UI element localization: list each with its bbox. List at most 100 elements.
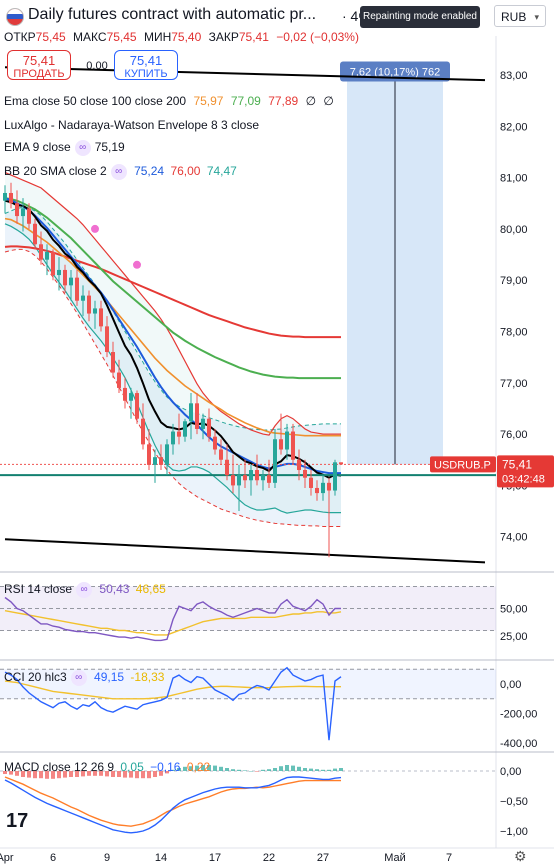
cci-tick-label: -200,00: [500, 709, 537, 721]
settings-gear-icon[interactable]: ⚙: [514, 848, 527, 864]
cci-ma-line: [4, 680, 341, 700]
ohlc-low-label: МИН: [143, 30, 172, 44]
repainting-badge: Repainting mode enabled: [360, 6, 480, 28]
symbol-title[interactable]: Daily futures contract with automatic pr…: [28, 6, 317, 23]
macd-histogram-bar: [183, 766, 187, 771]
rsi-tick-label: 25,00: [500, 631, 528, 643]
candle-body: [237, 475, 241, 486]
ohlc-high-label: МАКС: [73, 30, 107, 44]
ohlc-close-label: ЗАКР: [208, 30, 239, 44]
russian-flag-icon: [6, 8, 24, 26]
legend-bb[interactable]: BB 20 SMA close 2 ∞ 75,24 76,00 74,47: [4, 164, 237, 180]
loop-icon[interactable]: ∞: [110, 164, 127, 180]
macd-histogram-bar: [165, 771, 169, 774]
bb-upper-line: [4, 171, 341, 436]
loop-icon[interactable]: ∞: [76, 582, 93, 598]
macd-histogram-bar: [63, 771, 67, 778]
macd-histogram-bar: [129, 771, 133, 778]
candle-body: [21, 208, 25, 217]
macd-histogram-bar: [189, 766, 193, 771]
macd-histogram-bar: [93, 771, 97, 776]
candle-body: [321, 482, 325, 494]
ohlc-high-value: 75,45: [106, 30, 137, 44]
macd-histogram-bar: [309, 768, 313, 771]
candle-body: [219, 449, 223, 460]
legend-macd-signal: 0,22: [186, 760, 211, 774]
legend-cci-label: CCI 20 hlc3: [4, 670, 67, 685]
candle-body: [285, 431, 289, 450]
time-tick-label: Apr: [0, 852, 14, 864]
macd-histogram-bar: [279, 766, 283, 771]
legend-ema9[interactable]: EMA 9 close ∞ 75,19: [4, 140, 125, 156]
legend-macd-line: −0,16: [150, 760, 181, 774]
candle-body: [225, 459, 229, 476]
legend-macd-hist: 0,05: [120, 760, 144, 774]
candle-body: [291, 431, 295, 460]
macd-histogram-bar: [39, 771, 43, 779]
macd-histogram-bar: [339, 768, 343, 771]
legend-rsi-value: 50,43: [99, 582, 130, 597]
currency-select[interactable]: RUB ▾: [494, 5, 546, 27]
legend-ema-label: Ema close 50 close 100 close 200: [4, 94, 187, 108]
loop-icon[interactable]: ∞: [70, 670, 87, 686]
currency-value: RUB: [501, 10, 527, 24]
macd-histogram-bar: [267, 769, 271, 771]
legend-rsi-label: RSI 14 close: [4, 582, 73, 597]
rsi-ma-line: [4, 610, 342, 636]
loop-icon[interactable]: ∞: [74, 140, 91, 156]
macd-histogram-bar: [225, 768, 229, 771]
macd-histogram-bar: [255, 771, 259, 772]
price-tag-value: 75,41: [502, 457, 532, 471]
time-tick-label: 17: [209, 852, 221, 864]
candle-body: [27, 208, 31, 224]
legend-luxalgo[interactable]: LuxAlgo - Nadaraya-Watson Envelope 8 3 c…: [4, 118, 259, 132]
candle-body: [201, 418, 205, 429]
macd-histogram-bar: [213, 765, 217, 771]
time-tick-label: 9: [104, 852, 110, 864]
candle-body: [153, 457, 157, 465]
macd-histogram-bar: [315, 769, 319, 771]
legend-rsi-ma-value: 46,65: [135, 582, 166, 597]
price-tick-label: 74,00: [500, 532, 528, 544]
signal-dot: [133, 260, 141, 269]
price-tag-countdown: 03:42:48: [502, 473, 545, 485]
legend-cci-ma-value: -18,33: [130, 670, 165, 685]
ohlc-change-value: −0,02 (−0,03%): [276, 30, 359, 44]
sell-price: 75,41: [22, 53, 56, 68]
legend-bb-lower: 74,47: [206, 164, 237, 179]
legend-rsi[interactable]: RSI 14 close ∞ 50,43 46,65: [4, 582, 166, 598]
envelope-lower-line: [4, 248, 341, 527]
macd-histogram-bar: [117, 771, 121, 777]
price-tick-label: 82,00: [500, 121, 528, 133]
rsi-tick-label: 50,00: [500, 604, 528, 616]
macd-histogram-bar: [303, 768, 307, 771]
candle-body: [87, 295, 91, 314]
legend-cci[interactable]: CCI 20 hlc3 ∞ 49,15 -18,33: [4, 670, 164, 686]
legend-macd[interactable]: MACD close 12 26 9 0,05 −0,16 0,22: [4, 760, 210, 774]
legend-ema[interactable]: Ema close 50 close 100 close 200 75,97 7…: [4, 94, 334, 108]
macd-histogram-bar: [327, 769, 331, 771]
candle-body: [141, 418, 145, 445]
legend-ema-empty-2: ∅: [323, 94, 334, 108]
legend-macd-label: MACD close 12 26 9: [4, 760, 115, 774]
price-tick-label: 77,00: [500, 378, 528, 390]
candle-body: [207, 418, 211, 437]
sell-button[interactable]: 75,41 ПРОДАТЬ: [7, 50, 71, 80]
cci-line: [4, 666, 342, 741]
candle-body: [315, 487, 319, 494]
macd-histogram-bar: [87, 771, 91, 776]
rsi-line: [4, 596, 341, 642]
buy-button[interactable]: 75,41 КУПИТЬ: [114, 50, 178, 80]
macd-histogram-bar: [171, 769, 175, 771]
candle-body: [15, 203, 19, 217]
candle-body: [105, 326, 109, 353]
legend-ema-empty-1: ∅: [305, 94, 317, 108]
candle-body: [183, 421, 187, 437]
chevron-down-icon: ▾: [534, 12, 539, 22]
macd-histogram-bar: [249, 771, 253, 772]
macd-histogram-bar: [333, 768, 337, 771]
tradingview-logo[interactable]: 17: [6, 810, 29, 832]
time-tick-label: 22: [263, 852, 275, 864]
candle-body: [129, 393, 133, 401]
